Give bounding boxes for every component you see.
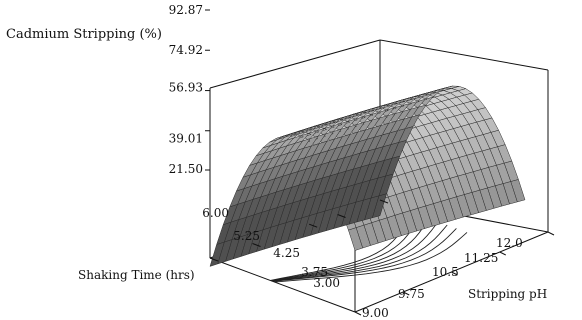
x-tick-label: 9.75 [398,287,425,301]
x-tick [547,231,555,236]
x-tick-label: 9.00 [362,306,389,320]
y-tick-label: 6.00 [202,206,229,220]
response-surface [209,85,526,267]
y-tick [337,214,346,218]
y-axis: 3.003.754.25 5.25 6.00 [202,199,389,290]
y-tick [379,199,389,204]
y-tick-label: 3.75 [301,265,328,279]
x-tick [499,251,506,256]
y-tick [209,257,219,262]
z-tick-label: 56.93 [169,81,203,95]
contour-line [274,232,468,283]
z-tick-label: 39.01 [169,132,203,146]
surface-cell [209,241,225,267]
x-tick-label: 10.5 [432,265,459,279]
x-tick [354,311,362,316]
y-tick-label: 5.25 [233,229,260,243]
z-axis: 21.50 39.01 56.93 74.92 92.87 [169,3,210,176]
z-tick-label: 21.50 [169,162,203,176]
y-axis-label: Shaking Time (hrs) [78,268,195,282]
x-tick [403,291,410,296]
contour-line [272,228,457,282]
z-tick-label: 92.87 [169,3,203,17]
contour-line [272,224,448,282]
x-tick-label: 11.25 [464,251,498,265]
y-tick-label: 3.00 [313,276,340,290]
z-tick-label: 74.92 [169,43,203,57]
chart-title: Cadmium Stripping (%) [6,27,162,42]
floor-contours [270,211,468,283]
x-tick [451,271,458,276]
x-axis-label: Stripping pH [468,287,547,301]
x-tick-label: 12.0 [496,236,523,250]
contour-line [271,217,430,282]
contour-line [271,221,439,282]
y-tick [308,223,318,228]
y-tick [252,243,261,247]
y-tick-label: 4.25 [273,246,300,260]
